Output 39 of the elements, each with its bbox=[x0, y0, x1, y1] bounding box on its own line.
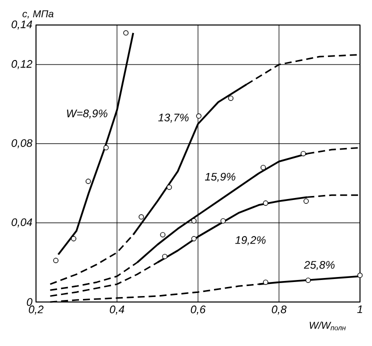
point bbox=[228, 96, 234, 101]
point bbox=[71, 236, 76, 242]
point bbox=[123, 30, 129, 36]
y-tick-label: 0,08 bbox=[12, 139, 32, 148]
series-label: 13,7% bbox=[158, 114, 189, 123]
point bbox=[262, 280, 268, 285]
y-axis-title: c, МПа bbox=[22, 10, 54, 18]
y-tick-label: 0,12 bbox=[12, 60, 32, 70]
x-tick-label: 1 bbox=[357, 306, 362, 314]
point bbox=[303, 198, 309, 204]
x-tick-label: 0,8 bbox=[272, 306, 287, 315]
point bbox=[103, 145, 109, 150]
y-tick-label: 0,14 bbox=[12, 20, 32, 30]
point bbox=[300, 150, 306, 156]
point bbox=[166, 184, 172, 190]
x-tick-label: 0,2 bbox=[28, 306, 44, 315]
point bbox=[262, 200, 268, 206]
point bbox=[53, 258, 58, 264]
point bbox=[160, 232, 166, 238]
point bbox=[191, 218, 197, 224]
point bbox=[306, 278, 311, 283]
y-tick-label: 0,04 bbox=[12, 218, 32, 228]
x-axis-title: W/W$_{полн}$ bbox=[310, 322, 346, 330]
line-series bbox=[57, 32, 134, 256]
point bbox=[196, 113, 202, 119]
point bbox=[220, 218, 226, 224]
point bbox=[191, 236, 197, 242]
series-label: 19,2% bbox=[235, 236, 266, 246]
y-tick-label: 0 bbox=[26, 298, 32, 306]
point bbox=[138, 214, 144, 220]
point bbox=[162, 254, 168, 260]
point bbox=[260, 164, 266, 170]
series-label: 25,8% bbox=[304, 261, 335, 270]
x-tick-label: 0,4 bbox=[110, 306, 124, 315]
point bbox=[86, 178, 91, 184]
series-label: W=8,9% bbox=[67, 110, 108, 119]
x-tick-label: 0,6 bbox=[190, 306, 206, 315]
series-label: 15,9% bbox=[204, 172, 236, 182]
point bbox=[357, 272, 363, 278]
